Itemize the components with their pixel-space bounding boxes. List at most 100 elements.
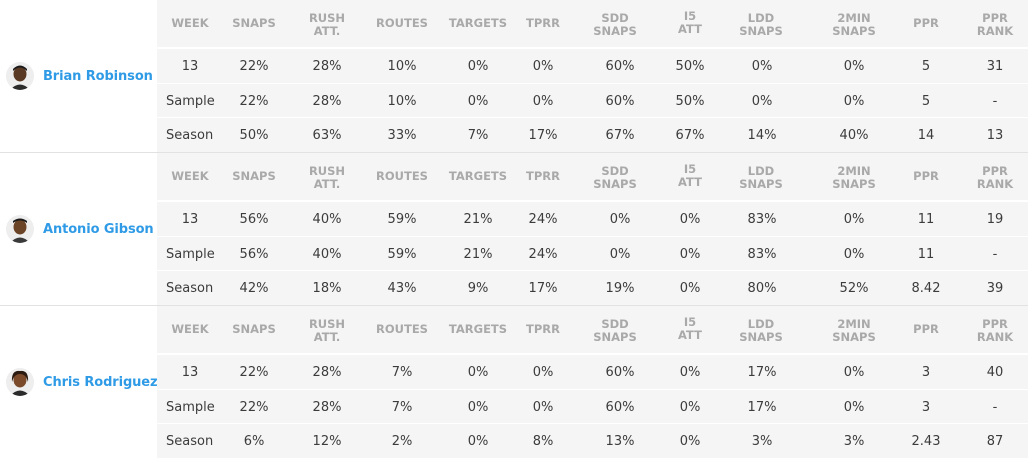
col-header-ppr: PPR bbox=[913, 168, 939, 183]
player-info: Antonio Gibson bbox=[0, 153, 156, 305]
cell-ppr-rank: 40 bbox=[986, 364, 1004, 380]
table-row: 13 22% 28% 7% 0% 0% 60% 0% 17% 0% 3 40 bbox=[157, 354, 1028, 389]
table-header-row: WEEK SNAPS RUSH ATT. ROUTES TARGETS TPRR… bbox=[157, 0, 1028, 46]
table-header-row: WEEK SNAPS RUSH ATT. ROUTES TARGETS TPRR… bbox=[157, 153, 1028, 199]
col-header-sdd-snaps: SDD SNAPS bbox=[593, 11, 637, 38]
cell-2min-snaps: 0% bbox=[843, 246, 865, 262]
col-header-snaps: SNAPS bbox=[232, 168, 276, 183]
cell-i5-att: 0% bbox=[679, 280, 701, 296]
col-header-2min-snaps: 2MIN SNAPS bbox=[832, 317, 876, 344]
cell-tprr: 17% bbox=[528, 127, 558, 143]
col-header-targets: TARGETS bbox=[448, 168, 508, 183]
cell-2min-snaps: 0% bbox=[843, 93, 865, 109]
col-header-sdd-snaps: SDD SNAPS bbox=[593, 164, 637, 191]
table-row: 13 22% 28% 10% 0% 0% 60% 50% 0% 0% 5 31 bbox=[157, 48, 1028, 83]
table-row: Sample 56% 40% 59% 21% 24% 0% 0% 83% 0% … bbox=[157, 236, 1028, 271]
col-header-ldd-snaps: LDD SNAPS bbox=[739, 164, 783, 191]
cell-ppr: 2.43 bbox=[911, 433, 941, 449]
cell-2min-snaps: 0% bbox=[843, 211, 865, 227]
cell-targets: 7% bbox=[467, 127, 489, 143]
cell-snaps: 22% bbox=[239, 93, 269, 109]
player-block: Brian Robinson WEEK SNAPS RUSH ATT. ROUT… bbox=[0, 0, 1028, 153]
col-header-routes: ROUTES bbox=[376, 168, 428, 183]
table-row: 13 56% 40% 59% 21% 24% 0% 0% 83% 0% 11 1… bbox=[157, 201, 1028, 236]
col-header-i5-att: I5 ATT bbox=[678, 162, 702, 189]
stats-grid: WEEK SNAPS RUSH ATT. ROUTES TARGETS TPRR… bbox=[157, 306, 1028, 458]
cell-rush-att: 18% bbox=[312, 280, 342, 296]
col-header-sdd-snaps: SDD SNAPS bbox=[593, 317, 637, 344]
cell-ppr-rank: - bbox=[992, 399, 998, 415]
player-info: Brian Robinson bbox=[0, 0, 156, 152]
col-header-i5-att: I5 ATT bbox=[678, 315, 702, 342]
cell-rush-att: 28% bbox=[312, 364, 342, 380]
cell-i5-att: 50% bbox=[675, 58, 705, 74]
col-header-tprr: TPRR bbox=[526, 168, 560, 183]
cell-routes: 7% bbox=[391, 399, 413, 415]
cell-i5-att: 0% bbox=[679, 246, 701, 262]
col-header-snaps: SNAPS bbox=[232, 321, 276, 336]
cell-snaps: 22% bbox=[239, 399, 269, 415]
cell-snaps: 22% bbox=[239, 58, 269, 74]
cell-ppr-rank: 19 bbox=[986, 211, 1004, 227]
cell-targets: 21% bbox=[463, 211, 493, 227]
cell-ppr-rank: 13 bbox=[986, 127, 1004, 143]
player-name-link[interactable]: Brian Robinson bbox=[43, 68, 153, 84]
cell-ldd-snaps: 83% bbox=[747, 211, 777, 227]
col-header-ppr-rank: PPR RANK bbox=[976, 317, 1014, 344]
cell-targets: 0% bbox=[467, 433, 489, 449]
cell-ppr: 5 bbox=[921, 93, 931, 109]
player-info: Chris Rodriguez bbox=[0, 306, 158, 458]
cell-routes: 2% bbox=[391, 433, 413, 449]
cell-week: 13 bbox=[181, 211, 199, 227]
cell-routes: 59% bbox=[387, 211, 417, 227]
table-row: Season 6% 12% 2% 0% 8% 13% 0% 3% 3% 2.43… bbox=[157, 423, 1028, 458]
cell-2min-snaps: 0% bbox=[843, 399, 865, 415]
cell-2min-snaps: 0% bbox=[843, 364, 865, 380]
cell-ppr-rank: - bbox=[992, 93, 998, 109]
cell-ppr-rank: 87 bbox=[986, 433, 1004, 449]
player-avatar bbox=[6, 368, 34, 396]
col-header-rush-att: RUSH ATT. bbox=[308, 11, 346, 38]
cell-routes: 10% bbox=[387, 58, 417, 74]
cell-targets: 0% bbox=[467, 58, 489, 74]
cell-tprr: 17% bbox=[528, 280, 558, 296]
cell-ppr: 5 bbox=[921, 58, 931, 74]
col-header-targets: TARGETS bbox=[448, 15, 508, 30]
cell-tprr: 0% bbox=[532, 399, 554, 415]
cell-snaps: 56% bbox=[239, 211, 269, 227]
cell-tprr: 0% bbox=[532, 93, 554, 109]
col-header-routes: ROUTES bbox=[376, 321, 428, 336]
cell-2min-snaps: 0% bbox=[843, 58, 865, 74]
cell-week: Sample bbox=[166, 246, 215, 262]
cell-rush-att: 28% bbox=[312, 58, 342, 74]
cell-sdd-snaps: 0% bbox=[609, 211, 631, 227]
cell-week: Season bbox=[166, 433, 214, 449]
cell-rush-att: 28% bbox=[312, 399, 342, 415]
cell-ldd-snaps: 80% bbox=[747, 280, 777, 296]
cell-i5-att: 0% bbox=[679, 433, 701, 449]
col-header-ppr: PPR bbox=[913, 15, 939, 30]
cell-sdd-snaps: 19% bbox=[605, 280, 635, 296]
cell-routes: 10% bbox=[387, 93, 417, 109]
cell-ppr: 11 bbox=[917, 211, 935, 227]
cell-targets: 0% bbox=[467, 93, 489, 109]
cell-rush-att: 28% bbox=[312, 93, 342, 109]
col-header-ldd-snaps: LDD SNAPS bbox=[739, 317, 783, 344]
cell-targets: 21% bbox=[463, 246, 493, 262]
cell-week: Season bbox=[166, 127, 214, 143]
player-block: Chris Rodriguez WEEK SNAPS RUSH ATT. ROU… bbox=[0, 306, 1028, 458]
cell-sdd-snaps: 0% bbox=[609, 246, 631, 262]
cell-ldd-snaps: 14% bbox=[747, 127, 777, 143]
cell-snaps: 42% bbox=[239, 280, 269, 296]
player-name-link[interactable]: Chris Rodriguez bbox=[43, 374, 158, 390]
cell-tprr: 0% bbox=[532, 364, 554, 380]
player-name-link[interactable]: Antonio Gibson bbox=[43, 221, 154, 237]
cell-routes: 43% bbox=[387, 280, 417, 296]
player-avatar bbox=[6, 215, 34, 243]
cell-i5-att: 0% bbox=[679, 211, 701, 227]
player-avatar bbox=[6, 62, 34, 90]
cell-ppr-rank: 31 bbox=[986, 58, 1004, 74]
cell-sdd-snaps: 13% bbox=[605, 433, 635, 449]
cell-week: 13 bbox=[181, 58, 199, 74]
